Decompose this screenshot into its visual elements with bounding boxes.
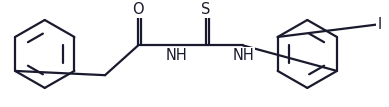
Text: S: S xyxy=(202,2,211,17)
Text: NH: NH xyxy=(232,48,254,63)
Text: NH: NH xyxy=(166,48,188,63)
Text: O: O xyxy=(132,2,144,17)
Text: I: I xyxy=(377,17,381,32)
